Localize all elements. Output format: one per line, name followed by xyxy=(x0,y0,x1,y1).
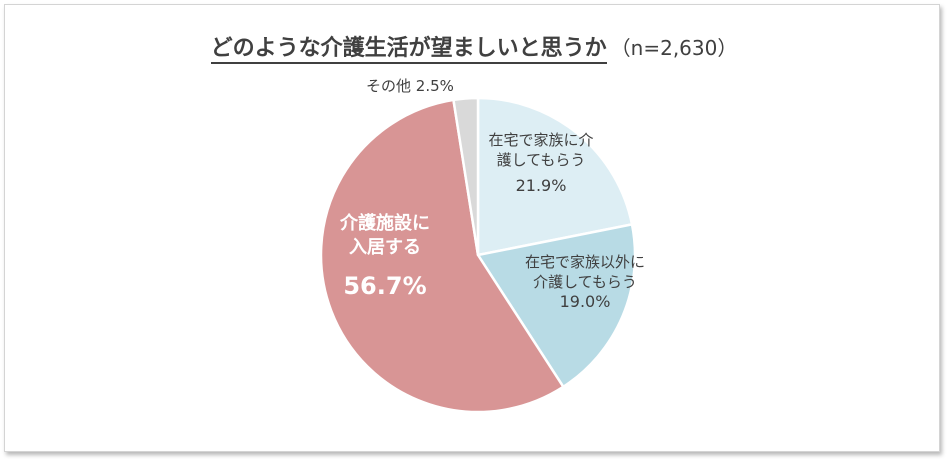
slice-value-label: 19.0% xyxy=(559,292,611,311)
slice-label-home-nonfamily: 在宅で家族以外に 介護してもらう 19.0% xyxy=(510,252,660,312)
slice-value-label: 2.5% xyxy=(415,77,454,95)
slice-label-line: 在宅で家族以外に xyxy=(524,253,645,271)
slice-label-line: 在宅で家族に介 xyxy=(488,131,594,149)
slice-label-home-family: 在宅で家族に介 護してもらう 21.9% xyxy=(480,130,602,196)
chart-title-row: どのような介護生活が望ましいと思うか （n=2,630） xyxy=(0,30,948,64)
slice-label-line: 入居する xyxy=(349,237,421,258)
slice-label-other: その他 2.5% xyxy=(366,76,486,96)
slice-label-line: その他 xyxy=(366,77,412,95)
pie-slice-home-nonfamily xyxy=(476,223,637,389)
sample-size: （n=2,630） xyxy=(610,36,738,60)
pie-slice-home-family xyxy=(476,96,634,257)
pie-slice-other xyxy=(452,96,480,257)
slice-value-label: 56.7% xyxy=(343,272,427,300)
pie-slice-facility xyxy=(319,98,565,414)
slice-label-line: 介護施設に xyxy=(340,213,430,234)
slice-label-facility: 介護施設に 入居する 56.7% xyxy=(330,212,440,298)
chart-title: どのような介護生活が望ましいと思うか xyxy=(210,36,607,64)
slice-label-line: 護してもらう xyxy=(496,151,586,169)
slice-value-label: 21.9% xyxy=(515,176,567,195)
slice-label-line: 介護してもらう xyxy=(533,273,637,291)
